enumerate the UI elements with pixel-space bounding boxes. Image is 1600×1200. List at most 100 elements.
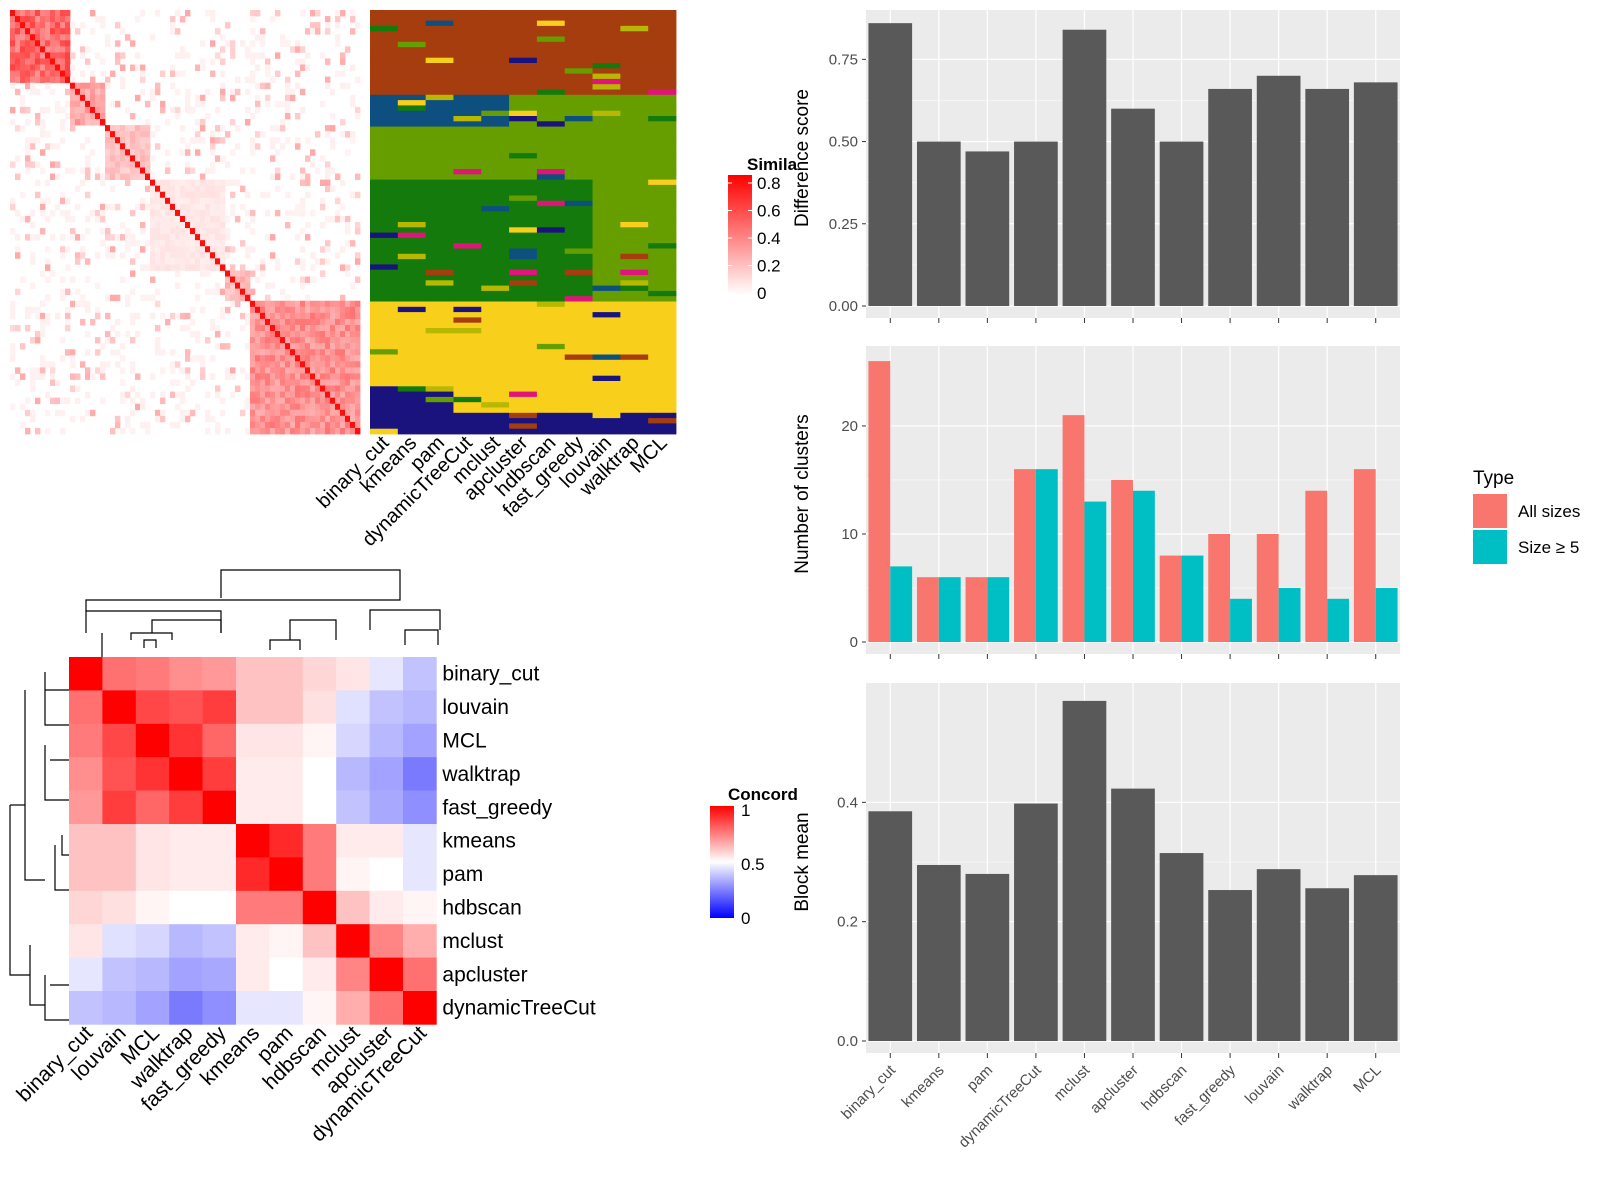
similarity-cell [255, 306, 261, 314]
similarity-cell [235, 215, 241, 223]
concordance-cell [236, 657, 270, 691]
bar-size-ge-5 [1035, 469, 1058, 642]
assignment-cell [648, 343, 677, 350]
similarity-cell [160, 397, 166, 405]
similarity-cell [340, 58, 346, 65]
assignment-cell [509, 322, 538, 329]
similarity-cell [200, 355, 206, 362]
similarity-cell [155, 409, 161, 417]
similarity-cell [195, 149, 201, 156]
bar-size-ge-5 [987, 577, 1010, 642]
similarity-cell [175, 222, 181, 229]
similarity-cell [160, 252, 166, 259]
similarity-cell [25, 143, 31, 150]
similarity-cell [290, 379, 296, 386]
assignment-cell [509, 105, 538, 112]
assignment-cell [453, 328, 482, 334]
similarity-cell [310, 324, 316, 332]
similarity-cell [250, 409, 256, 417]
similarity-cell [265, 58, 271, 65]
similarity-cell [55, 312, 61, 320]
assignment-cell [481, 15, 510, 21]
similarity-cell [140, 137, 146, 144]
assignment-cell [592, 68, 621, 74]
similarity-cell [310, 264, 316, 271]
assignment-cell [453, 142, 482, 149]
similarity-cell [80, 300, 86, 308]
cluster-assignment-heatmap [370, 10, 677, 435]
similarity-cell [175, 215, 181, 223]
similarity-cell [55, 379, 61, 386]
assignment-cell [536, 248, 566, 255]
assignment-cell [397, 190, 427, 196]
similarity-cell [40, 28, 46, 35]
assignment-cell [481, 269, 510, 276]
similarity-cell [300, 106, 306, 114]
similarity-cell [335, 209, 341, 217]
assignment-cell [370, 222, 399, 228]
assignment-cell [370, 47, 399, 53]
y-tick-label: 0.50 [829, 134, 858, 151]
similarity-cell [100, 228, 106, 235]
similarity-cell [325, 397, 331, 405]
assignment-cell [648, 227, 677, 233]
similarity-cell [180, 137, 186, 144]
similarity-cell [170, 22, 176, 29]
assignment-cell [481, 354, 510, 361]
similarity-cell [120, 367, 126, 374]
similarity-cell [130, 112, 136, 120]
assignment-cell [564, 285, 593, 292]
similarity-cell [320, 246, 326, 253]
concordance-row-label: mclust [442, 930, 503, 953]
similarity-cell [255, 391, 261, 399]
similarity-cell [55, 10, 61, 17]
similarity-cell [155, 415, 161, 423]
similarity-cell [250, 331, 256, 338]
similarity-cell [325, 318, 331, 326]
similarity-cell [220, 246, 226, 253]
assignment-cell [509, 179, 538, 186]
similarity-cell [295, 379, 301, 386]
similarity-cell [240, 409, 246, 417]
similarity-cell [80, 100, 86, 108]
assignment-cell [509, 216, 538, 223]
similarity-cell [300, 373, 306, 380]
assignment-cell [648, 31, 677, 37]
assignment-cell [620, 423, 649, 430]
similarity-cell [340, 331, 346, 338]
similarity-cell [30, 258, 36, 265]
assignment-cell [536, 131, 566, 138]
similarity-cell [235, 294, 241, 302]
similarity-cell [305, 349, 311, 356]
assignment-cell [592, 412, 621, 419]
similarity-cell [230, 209, 236, 217]
assignment-cell [592, 131, 621, 138]
similarity-cell [290, 385, 296, 392]
similarity-cell [125, 294, 131, 302]
concordance-cell [202, 690, 237, 725]
dendrogram-branch [85, 598, 401, 611]
similarity-cell [40, 331, 46, 338]
similarity-cell [195, 179, 201, 187]
similarity-cell [295, 82, 301, 90]
similarity-cell [240, 270, 246, 277]
similarity-cell [215, 331, 221, 338]
assignment-cell [592, 169, 621, 175]
assignment-cell [620, 200, 649, 207]
y-axis-label: Difference score [792, 89, 813, 227]
similarity-cell [315, 355, 321, 362]
similarity-cell [285, 324, 291, 332]
assignment-cell [648, 137, 677, 143]
assignment-cell [370, 206, 399, 212]
similarity-cell [235, 276, 241, 283]
similarity-cell [250, 337, 256, 344]
similarity-cell [125, 131, 131, 138]
assignment-cell [648, 312, 677, 318]
similarity-cell [165, 228, 171, 235]
assignment-cell [481, 100, 510, 106]
assignment-cell [425, 52, 454, 59]
similarity-cell [60, 397, 66, 405]
assignment-cell [425, 232, 454, 239]
concordance-cell [135, 657, 170, 691]
similarity-cell [285, 409, 291, 417]
